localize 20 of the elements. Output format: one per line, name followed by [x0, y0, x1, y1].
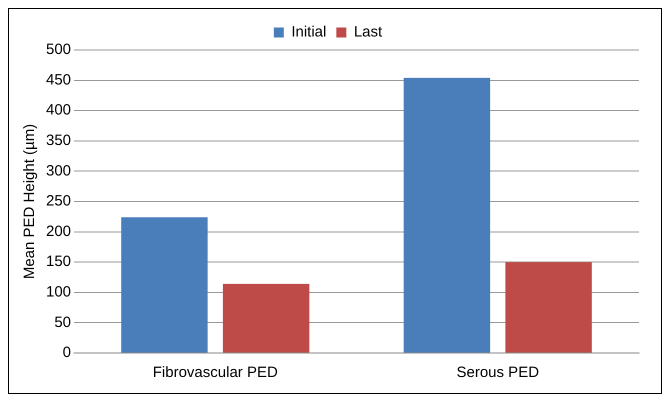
y-tick-label: 0	[62, 344, 72, 362]
x-tick-label: Fibrovascular PED	[152, 364, 278, 382]
bar	[404, 78, 490, 352]
y-tick-label: 200	[46, 222, 72, 240]
y-tick-label: 400	[46, 102, 72, 119]
bar	[121, 217, 208, 352]
y-axis-title: Mean PED Height (µm)	[21, 124, 38, 280]
y-tick-label: 300	[46, 162, 72, 180]
legend-label: Initial	[291, 24, 326, 41]
y-tick-label: 100	[46, 284, 72, 301]
y-tick-label: 450	[46, 71, 72, 88]
legend-label: Last	[354, 24, 384, 41]
y-tick-label: 150	[46, 253, 72, 270]
x-tick-label: Serous PED	[456, 364, 540, 382]
y-tick-label: 350	[46, 132, 72, 150]
bar	[505, 262, 592, 352]
y-tick-label: 500	[46, 41, 72, 58]
y-tick-label: 250	[46, 192, 72, 210]
bar	[222, 284, 310, 352]
y-tick-label: 50	[54, 314, 72, 331]
